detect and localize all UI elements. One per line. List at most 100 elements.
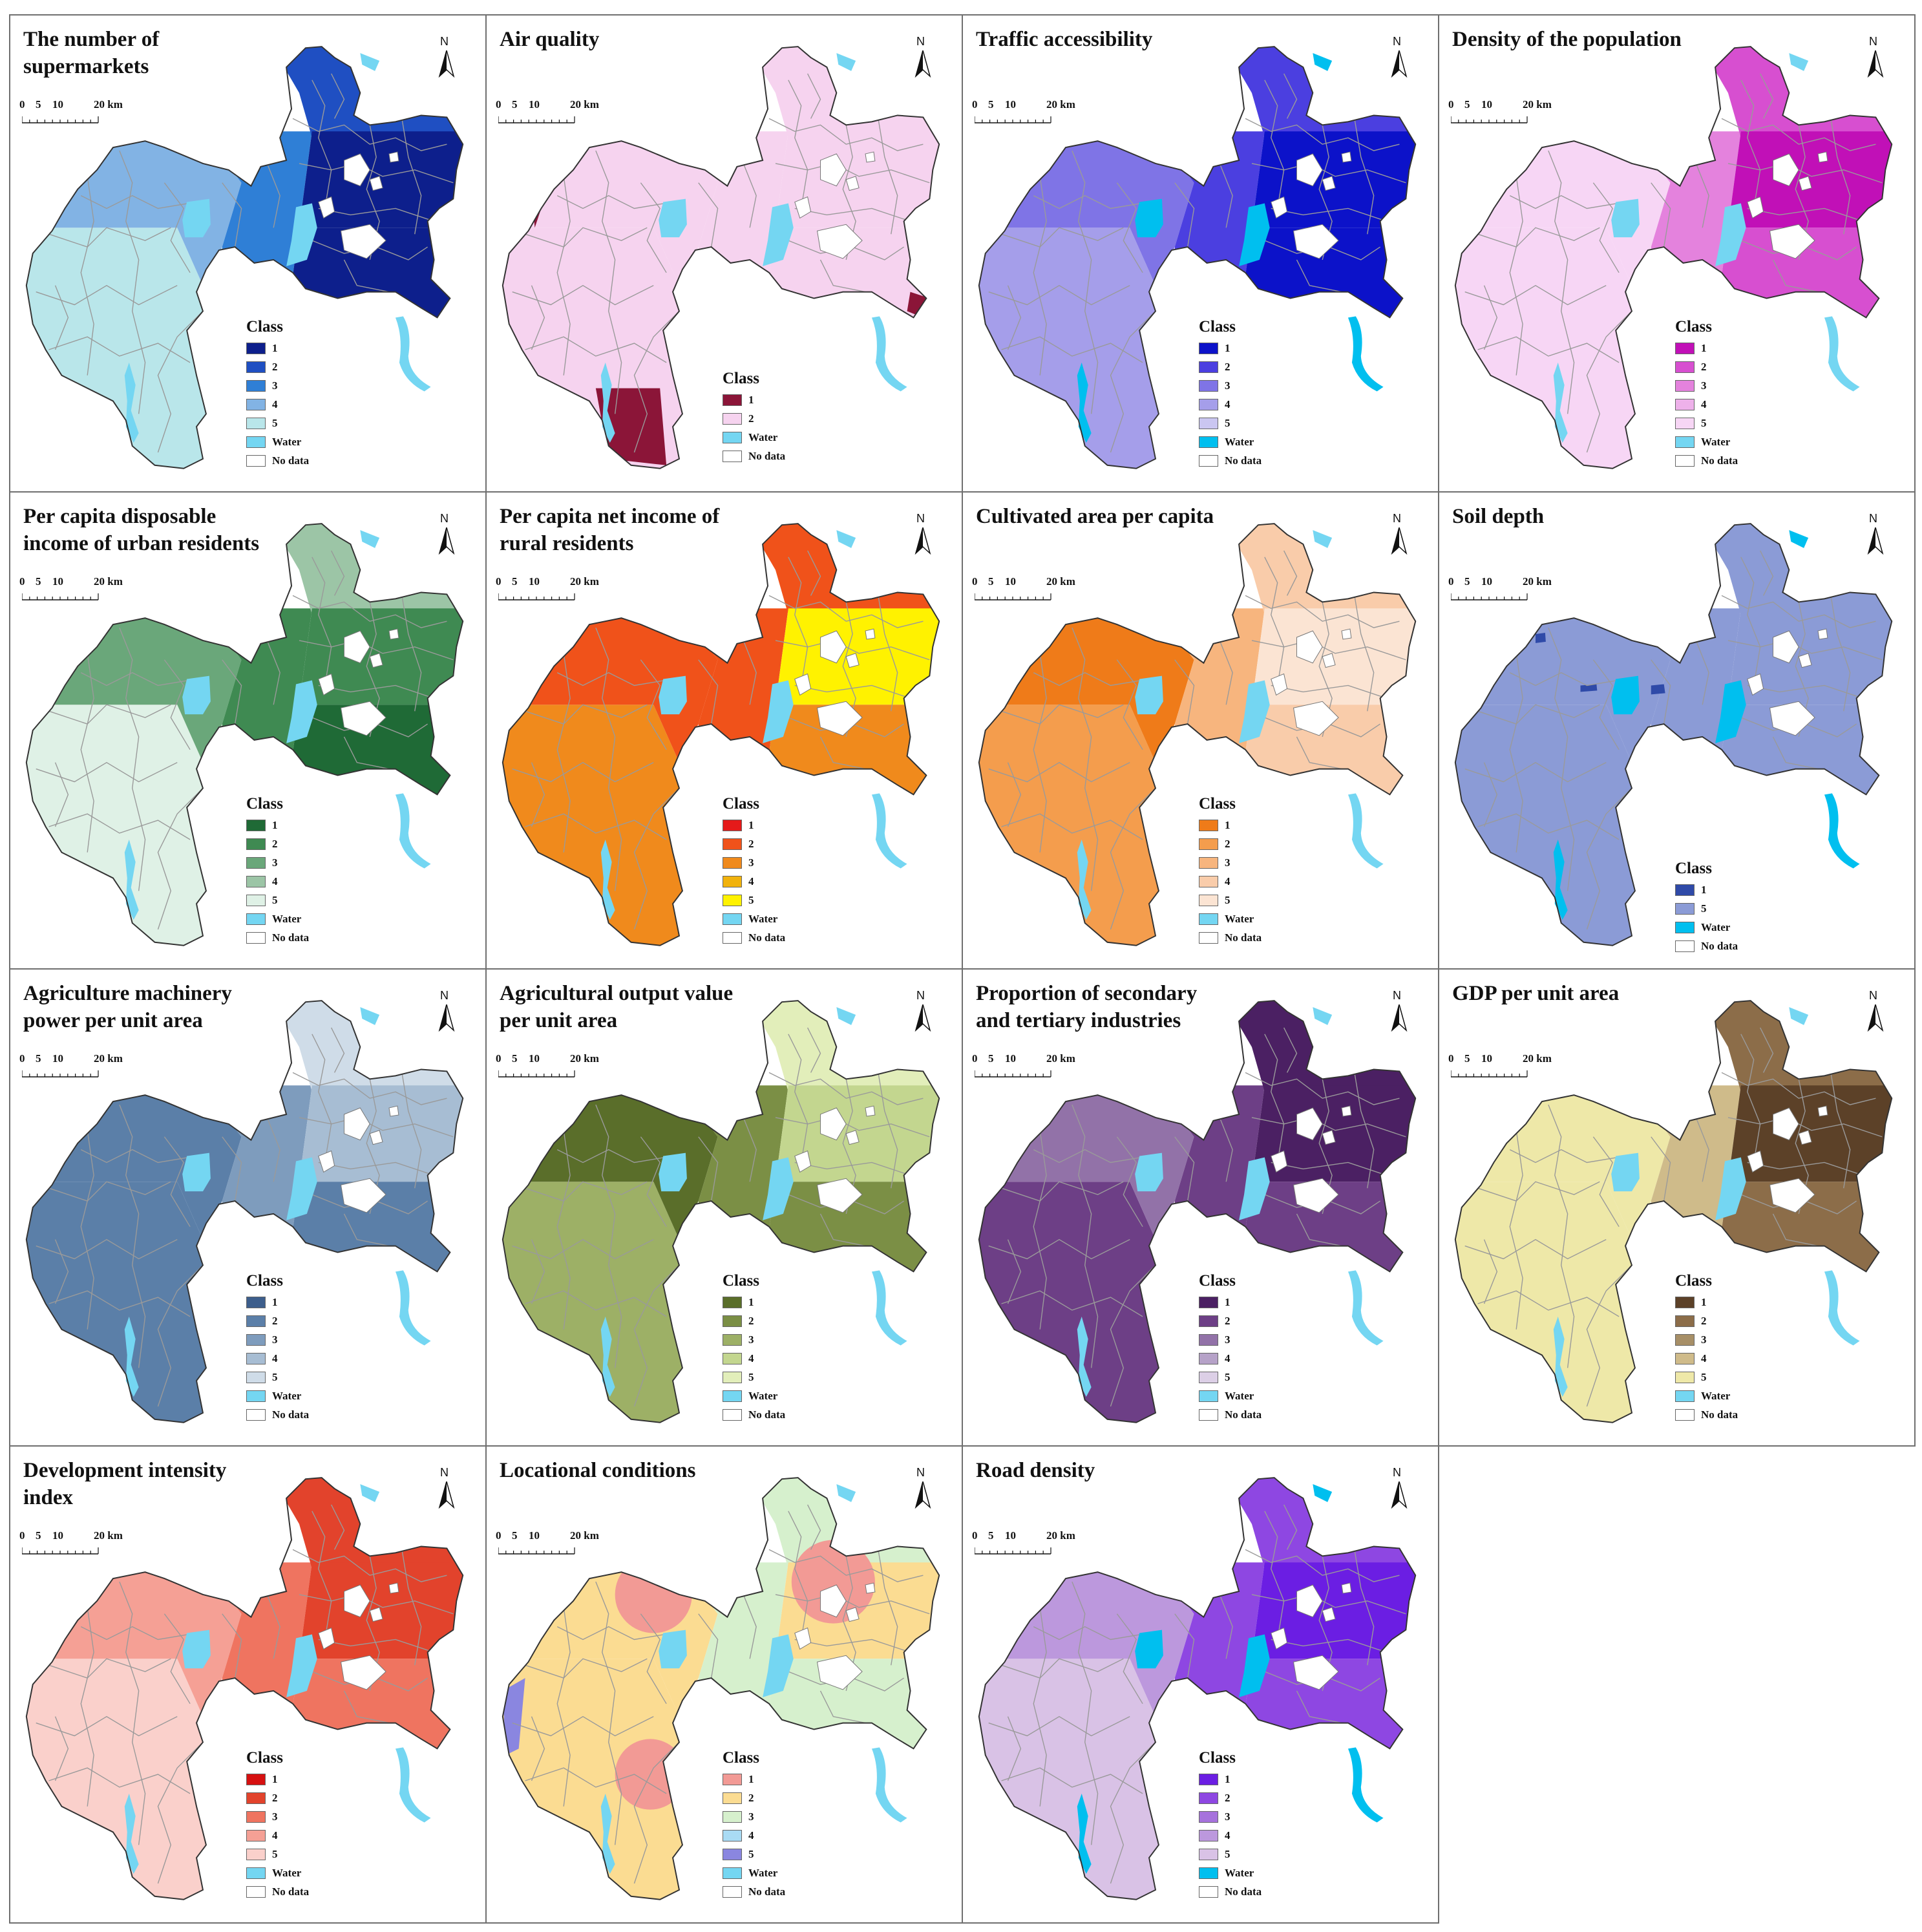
no-data-area [1271, 673, 1288, 696]
county-boundary [788, 557, 808, 686]
legend-label: Water [272, 1389, 302, 1402]
map-panel-locational: Locational conditions N 0 5 10 20 km Class 1 2 3 4… [485, 1445, 963, 1924]
county-boundary [80, 1626, 197, 1640]
class-zone-east [1727, 131, 1892, 228]
water-body [360, 1484, 380, 1502]
legend-row-water: Water [723, 1863, 858, 1882]
map-panel-supermarkets: The number of supermarkets N 0 5 10 20 km Class… [9, 14, 487, 493]
panel-title: Road density [976, 1457, 1364, 1484]
class-patch [1580, 684, 1598, 692]
legend-swatch [1675, 1333, 1695, 1346]
scale-bar: 0 5 10 20 km [496, 1052, 626, 1091]
scale-label: 10 [1481, 575, 1492, 588]
panel-title-line: Traffic accessibility [976, 28, 1153, 51]
county-boundary [119, 150, 146, 414]
region-outline [25, 46, 464, 469]
scale-label: 20 km [94, 98, 123, 111]
legend-swatch [1675, 454, 1695, 467]
north-label: N [916, 1466, 925, 1479]
legend-row: 2 [246, 1311, 382, 1330]
water-body [1611, 1152, 1640, 1192]
north-label: N [1393, 989, 1401, 1002]
legend-swatch [1199, 1333, 1218, 1346]
county-boundary [80, 1149, 197, 1163]
county-boundary [1033, 176, 1047, 376]
no-data-area [1322, 1607, 1336, 1622]
legend-label: No data [1225, 1885, 1262, 1898]
no-data-area [1747, 196, 1764, 219]
water-body [1077, 362, 1092, 443]
legend-label: 1 [1701, 883, 1707, 896]
legend-label: No data [748, 931, 786, 944]
water-body [1789, 530, 1809, 548]
legend-swatch [246, 819, 266, 831]
scale-label: 20 km [1523, 98, 1552, 111]
county-boundary [1772, 736, 1819, 770]
county-boundary [1548, 150, 1575, 414]
county-boundary [80, 195, 197, 209]
legend-row: 5 [1675, 899, 1811, 918]
county-boundary [525, 1290, 667, 1317]
county-boundary [1007, 1716, 1022, 1781]
legend-label: 2 [748, 837, 754, 850]
county-boundary [1219, 163, 1233, 228]
legend-label: Water [748, 912, 778, 925]
legend-row: 1 [246, 816, 382, 834]
scale-label: 5 [36, 1529, 41, 1542]
legend-swatch [723, 931, 742, 944]
legend-row-water: Water [246, 1863, 382, 1882]
legend-label: Water [272, 435, 302, 448]
legend-row-no-data: No data [1199, 1882, 1335, 1901]
legend-label: 2 [272, 360, 278, 373]
county-boundary [1695, 163, 1709, 228]
county-boundary [292, 118, 447, 151]
legend-title: Class [723, 795, 759, 812]
north-label: N [916, 989, 925, 1002]
north-label: N [440, 989, 449, 1002]
north-label: N [1869, 512, 1877, 525]
map-locational [502, 1477, 940, 1900]
scale-label: 20 km [570, 98, 599, 111]
legend-swatch [246, 1371, 266, 1383]
map-industries [978, 1000, 1417, 1423]
county-boundary [640, 1613, 667, 1704]
legend-title: Class [723, 1272, 759, 1290]
legend-row-no-data: No data [1199, 1405, 1335, 1424]
legend-swatch [723, 1867, 742, 1879]
legend-swatch [1675, 902, 1695, 915]
region-outline [25, 1000, 464, 1423]
county-boundary [164, 1136, 191, 1227]
scale-bar: 0 5 10 20 km [972, 575, 1103, 614]
map-panel-air-quality: Air quality N 0 5 10 20 km Class 1 2 Water No data [485, 14, 963, 493]
legend-row: 3 [246, 1330, 382, 1349]
legend-label: 2 [272, 1314, 278, 1327]
scale-label: 10 [1481, 98, 1492, 111]
legend-row: 4 [723, 872, 858, 891]
water-body [1611, 198, 1640, 238]
legend-swatch [246, 838, 266, 850]
county-boundary [1759, 73, 1774, 119]
panel-title-line: Per capita net income of [500, 505, 720, 528]
water-body [1239, 1634, 1270, 1697]
county-boundary [640, 1136, 667, 1227]
legend-swatch [723, 1390, 742, 1402]
class-patch [791, 1540, 875, 1624]
county-boundary [343, 1690, 390, 1724]
legend-label: 4 [1701, 1352, 1707, 1364]
scale-label: 0 [1448, 1052, 1454, 1065]
legend-label: 2 [272, 837, 278, 850]
legend-title: Class [1199, 318, 1236, 335]
no-data-area [1271, 1150, 1288, 1173]
scale-label: 10 [52, 98, 63, 111]
scale-label: 5 [512, 1052, 518, 1065]
legend-row: 4 [723, 1349, 858, 1368]
county-boundary [1296, 736, 1342, 770]
no-data-area [845, 653, 860, 668]
scale-bar: 0 5 10 20 km [972, 98, 1103, 137]
county-boundary [1033, 1130, 1047, 1330]
county-boundary [878, 595, 898, 712]
north-label: N [440, 35, 449, 48]
legend-row: 1 [1675, 339, 1811, 357]
legend-row-no-data: No data [1675, 937, 1811, 955]
class-zone-east [1251, 608, 1416, 705]
